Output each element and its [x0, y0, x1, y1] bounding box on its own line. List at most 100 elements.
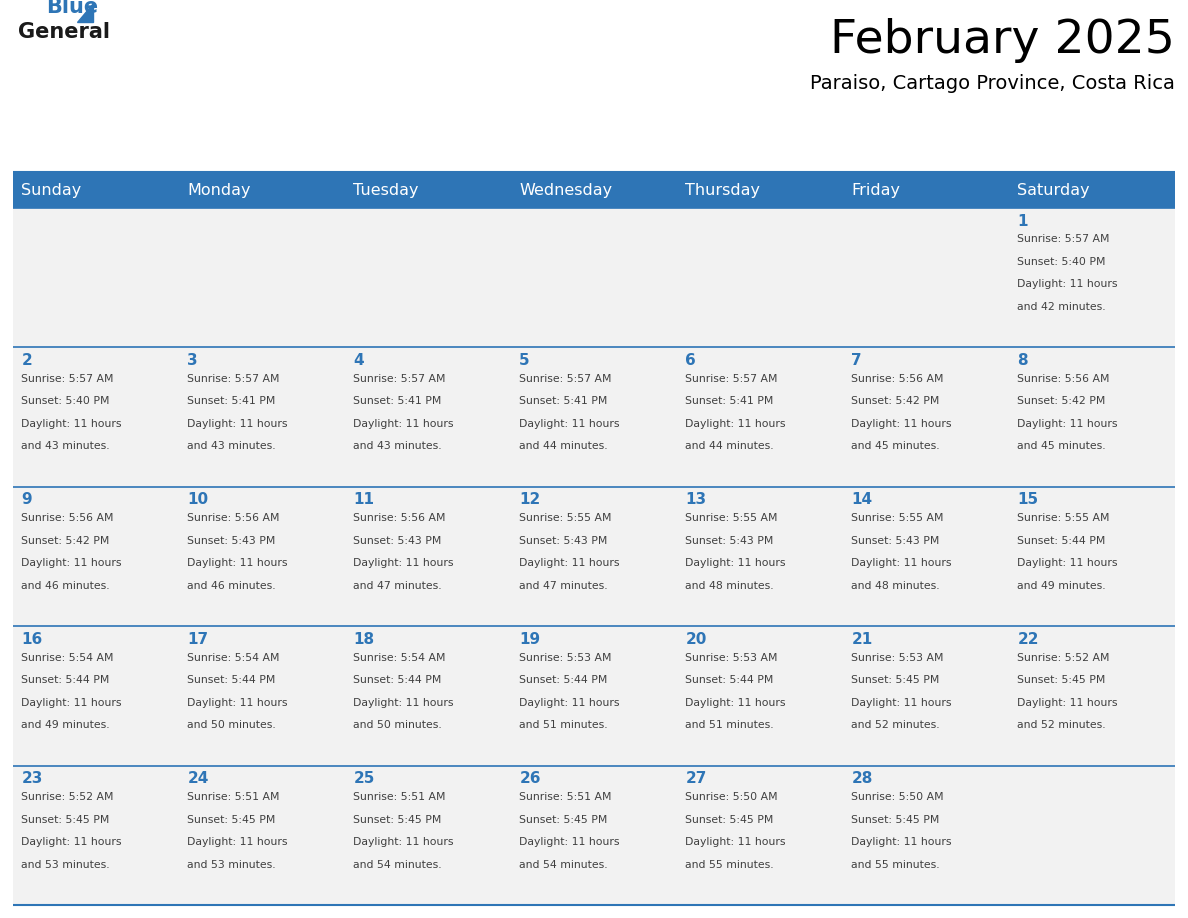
Text: and 54 minutes.: and 54 minutes. [353, 859, 442, 869]
Text: 15: 15 [1017, 492, 1038, 508]
Text: 18: 18 [353, 632, 374, 646]
Text: and 48 minutes.: and 48 minutes. [685, 581, 773, 591]
Text: Sunset: 5:45 PM: Sunset: 5:45 PM [188, 814, 276, 824]
Text: Sunset: 5:44 PM: Sunset: 5:44 PM [519, 675, 608, 685]
Text: and 48 minutes.: and 48 minutes. [852, 581, 940, 591]
Text: Daylight: 11 hours: Daylight: 11 hours [685, 698, 785, 708]
Text: Thursday: Thursday [685, 183, 760, 197]
Text: Daylight: 11 hours: Daylight: 11 hours [353, 558, 454, 568]
Text: Sunrise: 5:51 AM: Sunrise: 5:51 AM [353, 792, 446, 802]
Text: Sunrise: 5:56 AM: Sunrise: 5:56 AM [188, 513, 280, 523]
Bar [511, 487, 677, 626]
Text: and 50 minutes.: and 50 minutes. [188, 720, 276, 730]
Text: and 50 minutes.: and 50 minutes. [353, 720, 442, 730]
Bar [345, 487, 511, 626]
Text: Daylight: 11 hours: Daylight: 11 hours [353, 698, 454, 708]
Text: 25: 25 [353, 771, 374, 786]
Bar [1009, 626, 1175, 766]
Text: and 42 minutes.: and 42 minutes. [1017, 302, 1106, 312]
Text: and 45 minutes.: and 45 minutes. [852, 442, 940, 452]
Text: Sunrise: 5:55 AM: Sunrise: 5:55 AM [519, 513, 612, 523]
Bar [179, 626, 345, 766]
Text: 20: 20 [685, 632, 707, 646]
Text: 12: 12 [519, 492, 541, 508]
Text: Sunset: 5:45 PM: Sunset: 5:45 PM [1017, 675, 1106, 685]
Text: Daylight: 11 hours: Daylight: 11 hours [519, 698, 620, 708]
Bar [843, 172, 1009, 208]
Bar [843, 766, 1009, 905]
Text: Sunset: 5:43 PM: Sunset: 5:43 PM [188, 536, 276, 546]
Bar [179, 172, 345, 208]
Bar [511, 347, 677, 487]
Text: Paraiso, Cartago Province, Costa Rica: Paraiso, Cartago Province, Costa Rica [810, 74, 1175, 93]
Text: February 2025: February 2025 [830, 18, 1175, 63]
Text: and 49 minutes.: and 49 minutes. [21, 720, 110, 730]
Text: Daylight: 11 hours: Daylight: 11 hours [685, 419, 785, 429]
Text: and 55 minutes.: and 55 minutes. [685, 859, 773, 869]
Text: 3: 3 [188, 353, 198, 368]
Text: Daylight: 11 hours: Daylight: 11 hours [519, 419, 620, 429]
Text: Daylight: 11 hours: Daylight: 11 hours [188, 558, 287, 568]
Text: and 53 minutes.: and 53 minutes. [188, 859, 276, 869]
Text: Sunrise: 5:56 AM: Sunrise: 5:56 AM [353, 513, 446, 523]
Text: 26: 26 [519, 771, 541, 786]
Bar [13, 208, 179, 347]
Text: and 47 minutes.: and 47 minutes. [519, 581, 608, 591]
Text: Daylight: 11 hours: Daylight: 11 hours [188, 837, 287, 847]
Text: 27: 27 [685, 771, 707, 786]
Text: 17: 17 [188, 632, 208, 646]
Text: Sunrise: 5:54 AM: Sunrise: 5:54 AM [353, 653, 446, 663]
Bar [677, 347, 843, 487]
Text: Sunset: 5:42 PM: Sunset: 5:42 PM [852, 397, 940, 407]
Bar [677, 208, 843, 347]
Text: Wednesday: Wednesday [519, 183, 613, 197]
Text: Sunrise: 5:57 AM: Sunrise: 5:57 AM [1017, 234, 1110, 244]
Text: 5: 5 [519, 353, 530, 368]
Text: Sunset: 5:41 PM: Sunset: 5:41 PM [519, 397, 608, 407]
Bar [843, 347, 1009, 487]
Text: Daylight: 11 hours: Daylight: 11 hours [188, 419, 287, 429]
Text: Sunset: 5:45 PM: Sunset: 5:45 PM [852, 814, 940, 824]
Bar [345, 347, 511, 487]
Text: Sunset: 5:45 PM: Sunset: 5:45 PM [21, 814, 109, 824]
Text: Sunset: 5:43 PM: Sunset: 5:43 PM [519, 536, 608, 546]
Bar [13, 347, 179, 487]
Text: Daylight: 11 hours: Daylight: 11 hours [21, 698, 122, 708]
Text: Daylight: 11 hours: Daylight: 11 hours [188, 698, 287, 708]
Text: Sunrise: 5:56 AM: Sunrise: 5:56 AM [1017, 374, 1110, 384]
Text: Sunset: 5:41 PM: Sunset: 5:41 PM [353, 397, 442, 407]
Text: Daylight: 11 hours: Daylight: 11 hours [519, 837, 620, 847]
Text: Daylight: 11 hours: Daylight: 11 hours [852, 837, 952, 847]
Text: and 53 minutes.: and 53 minutes. [21, 859, 110, 869]
Text: 23: 23 [21, 771, 43, 786]
Text: 6: 6 [685, 353, 696, 368]
Text: and 45 minutes.: and 45 minutes. [1017, 442, 1106, 452]
Text: Sunrise: 5:50 AM: Sunrise: 5:50 AM [852, 792, 944, 802]
Text: Sunset: 5:44 PM: Sunset: 5:44 PM [353, 675, 442, 685]
Text: Daylight: 11 hours: Daylight: 11 hours [21, 837, 122, 847]
Text: Sunrise: 5:54 AM: Sunrise: 5:54 AM [188, 653, 280, 663]
Polygon shape [77, 3, 93, 22]
Text: Sunday: Sunday [21, 183, 82, 197]
Text: Sunset: 5:41 PM: Sunset: 5:41 PM [685, 397, 773, 407]
Bar [677, 626, 843, 766]
Text: and 46 minutes.: and 46 minutes. [188, 581, 276, 591]
Bar [1009, 208, 1175, 347]
Text: and 43 minutes.: and 43 minutes. [21, 442, 110, 452]
Text: Sunset: 5:40 PM: Sunset: 5:40 PM [21, 397, 109, 407]
Text: 14: 14 [852, 492, 872, 508]
Text: Sunset: 5:45 PM: Sunset: 5:45 PM [852, 675, 940, 685]
Bar [179, 487, 345, 626]
Text: Daylight: 11 hours: Daylight: 11 hours [852, 558, 952, 568]
Text: 19: 19 [519, 632, 541, 646]
Text: Daylight: 11 hours: Daylight: 11 hours [1017, 419, 1118, 429]
Text: and 52 minutes.: and 52 minutes. [852, 720, 940, 730]
Text: Sunrise: 5:56 AM: Sunrise: 5:56 AM [21, 513, 114, 523]
Text: 8: 8 [1017, 353, 1028, 368]
Text: Daylight: 11 hours: Daylight: 11 hours [353, 419, 454, 429]
Text: Sunrise: 5:51 AM: Sunrise: 5:51 AM [188, 792, 280, 802]
Text: Sunset: 5:42 PM: Sunset: 5:42 PM [21, 536, 109, 546]
Text: 2: 2 [21, 353, 32, 368]
Text: Daylight: 11 hours: Daylight: 11 hours [852, 419, 952, 429]
Text: 16: 16 [21, 632, 43, 646]
